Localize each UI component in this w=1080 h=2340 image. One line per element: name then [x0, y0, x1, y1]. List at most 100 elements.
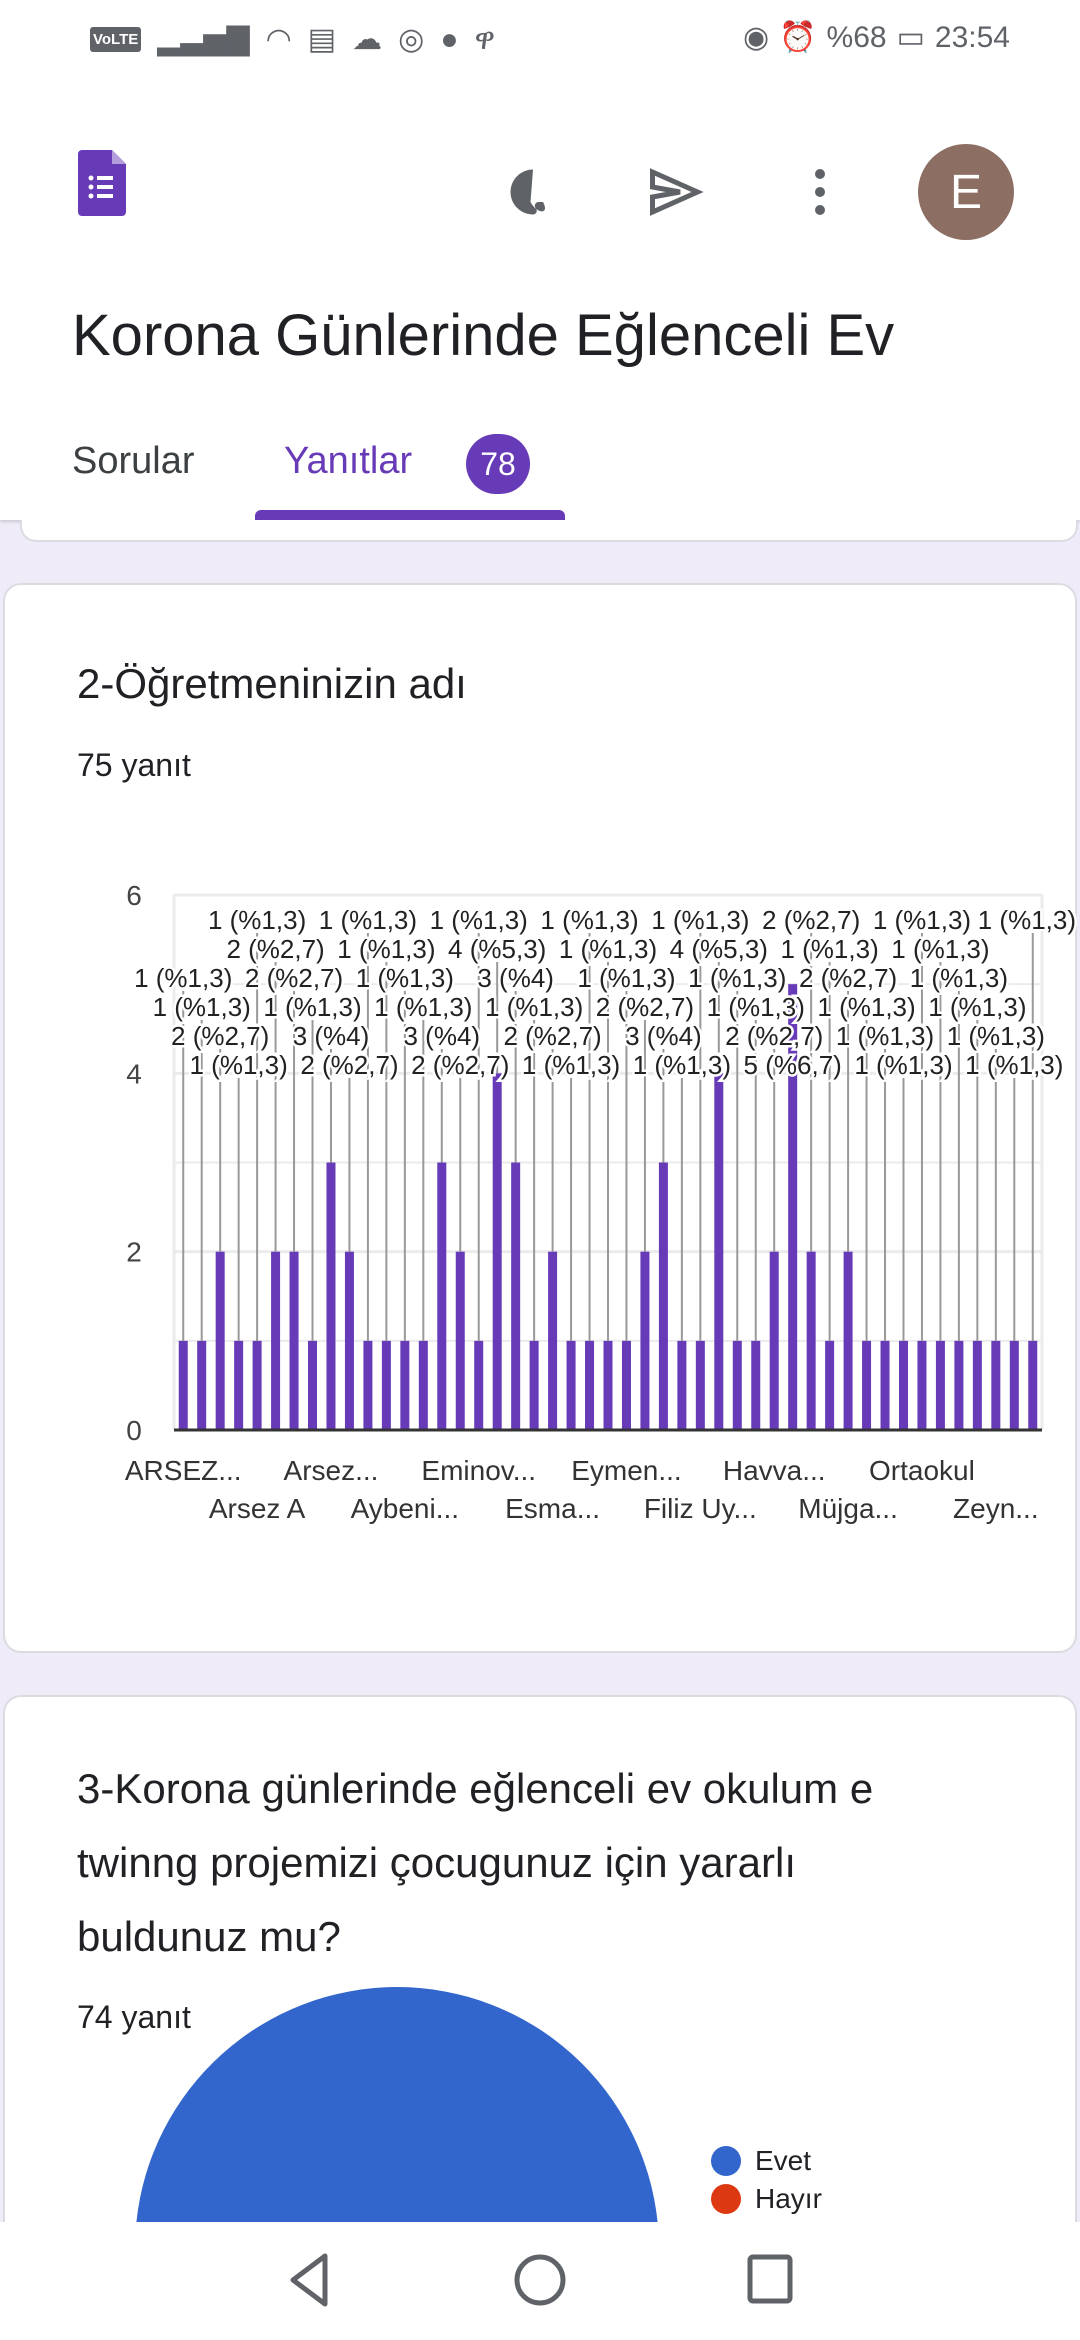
send-button[interactable]: [645, 162, 705, 222]
google-forms-icon[interactable]: [78, 150, 126, 216]
data-label: 2 (%2,7): [226, 934, 324, 964]
more-options-button[interactable]: [790, 162, 850, 222]
bar: [566, 1340, 576, 1430]
palette-button[interactable]: [503, 162, 563, 222]
response-count: 74 yanıt: [77, 1999, 191, 2035]
data-label: 1 (%1,3): [947, 1021, 1045, 1051]
bar: [862, 1340, 872, 1430]
data-label: 1 (%1,3): [540, 905, 638, 935]
bar: [751, 1340, 761, 1430]
data-label: 3 (%4): [293, 1021, 370, 1051]
data-label: 3 (%4): [403, 1021, 480, 1051]
legend-item-hayir: Hayır: [711, 2183, 822, 2215]
bar: [308, 1340, 318, 1430]
x-tick-label: Arsez A: [209, 1493, 306, 1524]
data-label: 1 (%1,3): [337, 934, 435, 964]
data-label: 2 (%2,7): [300, 1050, 398, 1080]
responses-count-badge: 78: [466, 434, 530, 494]
bar: [271, 1251, 281, 1430]
x-tick-label: Filiz Uy...: [644, 1493, 757, 1524]
bar: [529, 1340, 539, 1430]
bar: [197, 1340, 207, 1430]
bar: [769, 1251, 779, 1430]
data-label: 1 (%1,3): [559, 934, 657, 964]
palette-icon: [510, 169, 546, 215]
bar: [972, 1340, 982, 1430]
response-count: 75 yanıt: [77, 747, 191, 783]
bar: [677, 1340, 687, 1430]
chrome-icon: ◎: [398, 23, 425, 56]
bar: [825, 1340, 835, 1430]
back-icon[interactable]: [285, 2252, 335, 2308]
previous-card-bottom: [20, 520, 1078, 542]
data-label: 1 (%1,3): [522, 1050, 620, 1080]
battery-percent: %68: [826, 20, 887, 54]
bar: [898, 1340, 908, 1430]
send-icon: [650, 168, 704, 216]
alarm-icon: ⏰: [779, 21, 817, 54]
home-icon[interactable]: [512, 2252, 568, 2308]
data-label: 1 (%1,3): [780, 934, 878, 964]
bar: [326, 1162, 336, 1430]
data-label: 4 (%5,3): [448, 934, 546, 964]
x-tick-label: Havva...: [723, 1455, 826, 1486]
x-tick-label: Eymen...: [571, 1455, 681, 1486]
volte-icon: VoLTE: [90, 27, 142, 52]
x-tick-label: ARSEZ...: [125, 1455, 242, 1486]
tab-responses[interactable]: Yanıtlar: [284, 440, 413, 482]
data-label: 4 (%5,3): [670, 934, 768, 964]
data-label: 1 (%1,3): [134, 963, 232, 993]
bar: [991, 1340, 1001, 1430]
data-label: 1 (%1,3): [319, 905, 417, 935]
bar: [621, 1340, 631, 1430]
data-label: 1 (%1,3): [208, 905, 306, 935]
question-title: 3-Korona günlerinde eğlenceli ev okulum …: [77, 1765, 874, 1960]
data-label: 1 (%1,3): [965, 1050, 1063, 1080]
bar: [381, 1340, 391, 1430]
pie-chart: [136, 1987, 658, 2222]
bar: [640, 1251, 650, 1430]
data-label: 1 (%1,3): [577, 963, 675, 993]
bar: [603, 1340, 613, 1430]
data-label: 1 (%1,3): [707, 992, 805, 1022]
bar: [695, 1340, 705, 1430]
data-label: 2 (%2,7): [503, 1021, 601, 1051]
data-label: 1 (%1,3): [928, 992, 1026, 1022]
x-tick-label: Arsez...: [284, 1455, 379, 1486]
data-label: 2 (%2,7): [171, 1021, 269, 1051]
x-tick-label: Müjga...: [798, 1493, 898, 1524]
y-tick-label: 0: [126, 1415, 142, 1446]
data-label: 2 (%2,7): [411, 1050, 509, 1080]
data-label: 1 (%1,3): [485, 992, 583, 1022]
bar: [935, 1340, 945, 1430]
tab-questions[interactable]: Sorular: [72, 440, 195, 482]
data-label: 2 (%2,7): [725, 1021, 823, 1051]
question-card-usefulness: 3-Korona günlerinde eğlenceli ev okulum …: [3, 1695, 1077, 2222]
y-tick-label: 2: [126, 1237, 142, 1268]
system-nav-bar: [0, 2222, 1080, 2340]
account-avatar[interactable]: E: [918, 144, 1014, 240]
news-icon: ▤: [307, 23, 337, 56]
data-label: 2 (%2,7): [799, 963, 897, 993]
legend-label: Hayır: [755, 2183, 822, 2214]
x-tick-label: Ortaokul: [869, 1455, 975, 1486]
x-tick-label: Zeyn...: [953, 1493, 1039, 1524]
data-label: 1 (%1,3): [817, 992, 915, 1022]
question-card-teacher-name: 2-Öğretmeninizin adı 75 yanıt 0 2 4 6 1 (%1,…: [3, 583, 1079, 1653]
data-label: 1 (%1,3): [374, 992, 472, 1022]
bar: [880, 1340, 890, 1430]
recents-icon[interactable]: [746, 2253, 796, 2307]
data-label: 3 (%4): [477, 963, 554, 993]
bar: [1028, 1340, 1038, 1430]
data-label: 2 (%2,7): [762, 905, 860, 935]
more-vert-icon: [815, 169, 825, 215]
data-label: 1 (%1,3): [688, 963, 786, 993]
data-label: 1 (%1,3): [854, 1050, 952, 1080]
bar: [806, 1251, 816, 1430]
data-label: 3 (%4): [625, 1021, 702, 1051]
bar: [418, 1340, 428, 1430]
data-label: 2 (%2,7): [245, 963, 343, 993]
data-label: 1 (%1,3): [263, 992, 361, 1022]
bar: [732, 1340, 742, 1430]
